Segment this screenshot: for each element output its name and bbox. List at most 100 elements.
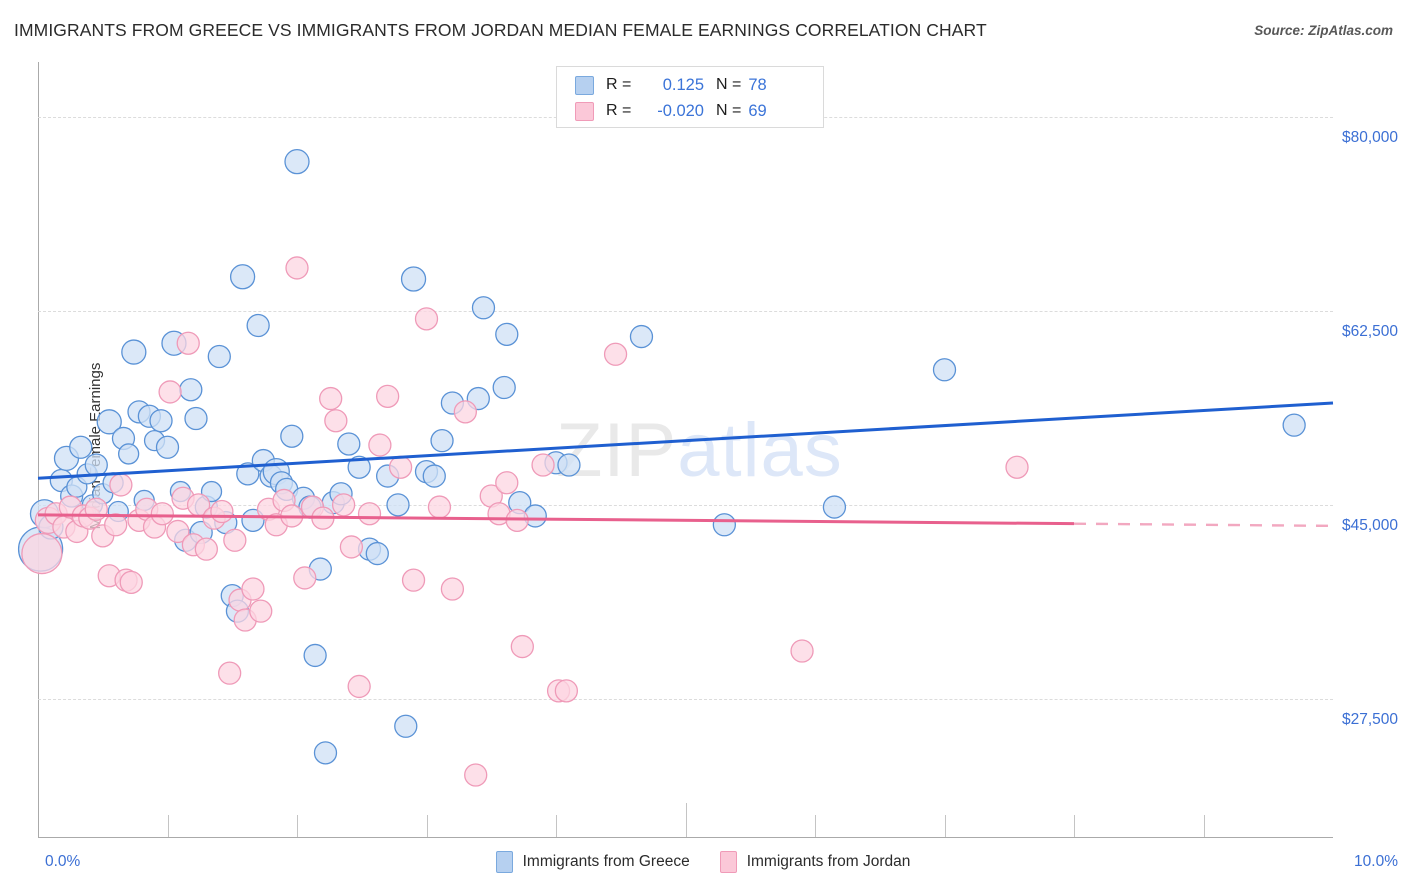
scatter-point[interactable] — [440, 577, 465, 601]
scatter-point[interactable] — [319, 386, 343, 411]
scatter-point[interactable] — [21, 532, 63, 575]
scatter-point[interactable] — [184, 406, 208, 431]
scatter-point[interactable] — [357, 502, 382, 526]
trendline-extrapolated — [1073, 522, 1334, 528]
scatter-point[interactable] — [531, 453, 555, 477]
scatter-point[interactable] — [109, 473, 133, 497]
scatter-point[interactable] — [194, 537, 219, 561]
y-axis-line — [38, 62, 39, 837]
legend-item-greece[interactable]: Immigrants from Greece — [495, 851, 690, 873]
x-axis-tick — [944, 815, 946, 837]
scatter-point[interactable] — [246, 313, 270, 338]
y-axis-tick-label: $80,000 — [1341, 129, 1398, 147]
scatter-point[interactable] — [510, 634, 534, 659]
stats-n-value-greece: 78 — [748, 75, 767, 94]
scatter-point[interactable] — [331, 493, 356, 517]
trendline — [37, 513, 1075, 526]
scatter-point[interactable] — [430, 428, 454, 453]
scatter-point[interactable] — [179, 378, 203, 402]
scatter-point[interactable] — [69, 435, 93, 459]
scatter-point[interactable] — [241, 577, 265, 601]
scatter-point[interactable] — [629, 324, 654, 349]
scatter-point[interactable] — [223, 528, 247, 552]
scatter-point[interactable] — [218, 661, 242, 685]
scatter-point[interactable] — [1005, 455, 1029, 479]
scatter-point[interactable] — [166, 519, 190, 544]
scatter-point[interactable] — [471, 296, 496, 320]
x-axis-tick — [685, 803, 687, 837]
scatter-point[interactable] — [347, 674, 371, 699]
correlation-stats-box: R = 0.125 N = 78 R = -0.020 N = 69 — [556, 66, 824, 128]
scatter-point[interactable] — [414, 307, 439, 331]
scatter-point[interactable] — [554, 679, 579, 703]
gridline — [38, 698, 1333, 700]
scatter-point[interactable] — [150, 502, 174, 526]
scatter-point[interactable] — [284, 148, 310, 175]
scatter-point[interactable] — [492, 375, 516, 400]
scatter-point[interactable] — [293, 566, 317, 590]
scatter-point[interactable] — [337, 432, 361, 456]
scatter-point[interactable] — [347, 455, 371, 479]
scatter-point[interactable] — [495, 471, 519, 495]
scatter-point[interactable] — [229, 264, 256, 290]
x-axis-max-label: 10.0% — [1354, 853, 1398, 870]
scatter-point[interactable] — [1282, 413, 1306, 437]
scatter-point[interactable] — [368, 433, 392, 457]
scatter-point[interactable] — [96, 409, 122, 435]
series-immigrants-from-greece — [17, 148, 1306, 765]
scatter-point[interactable] — [822, 495, 847, 519]
scatter-point[interactable] — [84, 497, 108, 521]
scatter-point[interactable] — [557, 453, 581, 477]
scatter-point[interactable] — [210, 499, 234, 524]
scatter-point[interactable] — [422, 464, 446, 488]
legend-swatch-greece — [495, 851, 513, 873]
scatter-point[interactable] — [176, 331, 200, 355]
scatter-point[interactable] — [158, 380, 182, 404]
stats-r-value-jordan: -0.020 — [657, 101, 704, 120]
scatter-point[interactable] — [149, 409, 173, 433]
scatter-point[interactable] — [394, 714, 418, 738]
scatter-point[interactable] — [712, 513, 736, 537]
scatter-point[interactable] — [104, 513, 128, 537]
x-axis-min-label: 0.0% — [45, 853, 81, 870]
scatter-point[interactable] — [453, 400, 478, 424]
scatter-point[interactable] — [400, 266, 427, 292]
scatter-point[interactable] — [790, 639, 814, 663]
scatter-point[interactable] — [207, 344, 231, 369]
scatter-point[interactable] — [119, 570, 143, 595]
y-axis-tick-label: $62,500 — [1341, 323, 1398, 341]
scatter-point[interactable] — [386, 493, 410, 517]
stats-r-value-greece: 0.125 — [662, 75, 704, 94]
scatter-point[interactable] — [84, 453, 108, 477]
page-title: IMMIGRANTS FROM GREECE VS IMMIGRANTS FRO… — [14, 20, 987, 40]
legend-label-greece: Immigrants from Greece — [522, 853, 690, 870]
scatter-point[interactable] — [495, 322, 519, 347]
scatter-point[interactable] — [118, 443, 140, 465]
x-axis-tick — [1203, 815, 1205, 837]
scatter-point[interactable] — [285, 256, 309, 280]
scatter-point[interactable] — [388, 455, 413, 479]
scatter-point[interactable] — [249, 599, 273, 623]
x-axis-tick — [815, 815, 816, 837]
scatter-point[interactable] — [401, 568, 426, 592]
scatter-point[interactable] — [236, 462, 260, 486]
scatter-point[interactable] — [121, 339, 147, 365]
scatter-point[interactable] — [365, 541, 389, 566]
scatter-point[interactable] — [427, 495, 452, 519]
legend-item-jordan[interactable]: Immigrants from Jordan — [719, 851, 910, 873]
scatter-point[interactable] — [603, 342, 628, 366]
trendline — [37, 401, 1334, 480]
scatter-point[interactable] — [339, 535, 364, 559]
stats-r-label-greece: R = — [606, 76, 632, 93]
scatter-point[interactable] — [280, 424, 304, 448]
scatter-point[interactable] — [303, 643, 327, 668]
scatter-point[interactable] — [155, 435, 180, 459]
scatter-point[interactable] — [375, 384, 400, 409]
scatter-point[interactable] — [932, 358, 957, 382]
gridline — [38, 311, 1333, 313]
x-axis-tick — [556, 815, 557, 837]
scatter-point[interactable] — [464, 763, 488, 787]
stats-n-value-jordan: 69 — [748, 101, 767, 120]
scatter-point[interactable] — [313, 741, 338, 765]
scatter-point[interactable] — [324, 409, 348, 433]
